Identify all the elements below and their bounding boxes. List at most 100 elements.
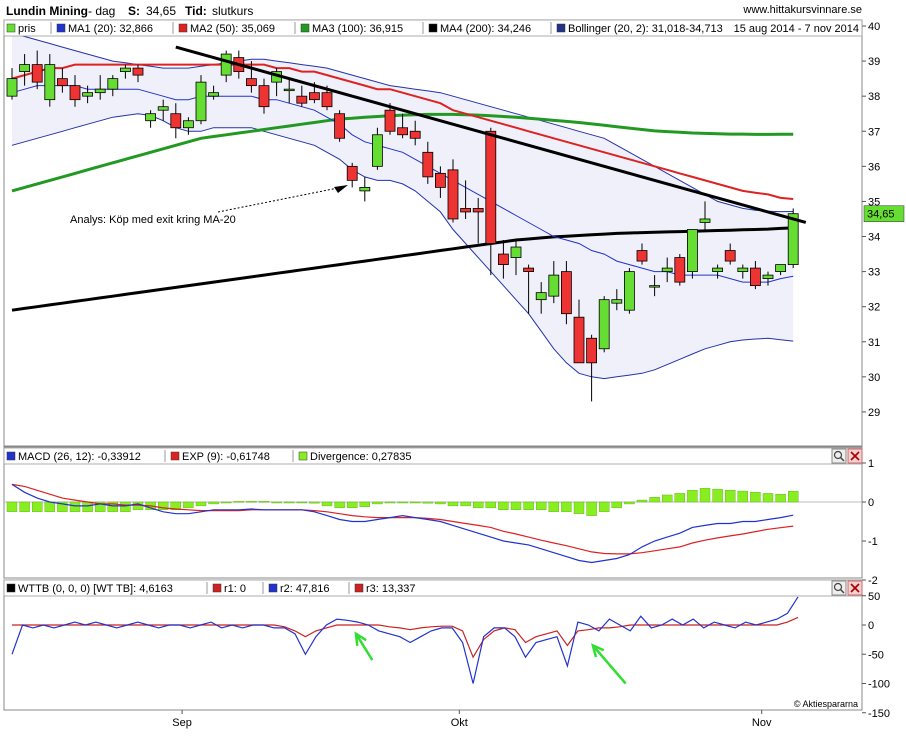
candle-up	[107, 78, 119, 90]
divergence-bar	[120, 501, 131, 512]
divergence-bar	[233, 501, 245, 503]
wttb-zoom-icon-handle	[839, 588, 845, 594]
wttb-y-tick-label: -100	[868, 679, 890, 691]
macd-legend-swatch-exp	[170, 451, 180, 461]
candle-up	[787, 213, 799, 265]
macd-zoom-icon-handle	[839, 456, 845, 462]
divergence-bar	[536, 501, 547, 511]
divergence-bar	[246, 501, 257, 503]
macd-panel-frame	[3, 446, 863, 579]
candle-down	[384, 109, 396, 132]
price-y-tick-label: 30	[868, 372, 880, 384]
candle-down	[334, 113, 346, 139]
macd-y-tick-label: -1	[868, 536, 878, 548]
divergence-bar	[359, 501, 370, 507]
divergence-bar	[309, 501, 320, 504]
divergence-bar	[788, 490, 799, 503]
wttb-legend-r1: r1: 0	[224, 583, 246, 595]
wttb-close-icon	[850, 583, 860, 593]
candle-down	[409, 130, 421, 139]
divergence-bar	[284, 501, 295, 504]
candle-down	[674, 257, 686, 283]
r2-line	[11, 596, 799, 684]
price-y-tick-label: 37	[868, 126, 880, 138]
price-y-tick-label: 39	[868, 56, 880, 68]
macd-y-tick-label: 0	[868, 497, 874, 509]
candle-down	[31, 64, 43, 83]
candle-up	[687, 229, 698, 272]
divergence-bar	[523, 501, 534, 511]
candle-up	[283, 88, 295, 92]
candle-down	[573, 316, 585, 364]
divergence-bar	[422, 501, 433, 504]
divergence-bar	[435, 501, 446, 505]
divergence-bar	[44, 501, 55, 512]
divergence-bar	[750, 492, 761, 503]
price-legend-swatch-ma3	[300, 23, 310, 33]
chart-title: Lundin Mining	[6, 4, 88, 18]
candle-up	[120, 67, 131, 73]
divergence-bar	[687, 490, 698, 503]
candle-up	[44, 64, 56, 101]
wttb-legend-r3: r3: 13,337	[366, 583, 416, 595]
wttb-legend-swatch-r1	[212, 583, 222, 593]
divergence-bar	[611, 501, 622, 509]
wttb-zoom-icon	[833, 582, 843, 592]
wttb-panel-frame	[3, 579, 863, 711]
divergence-bar	[372, 501, 383, 505]
wttb-legend-swatch-r2	[268, 583, 278, 593]
macd-close-icon	[850, 451, 860, 461]
price-y-tick-label: 34	[868, 232, 880, 244]
annotation-arrowhead	[334, 185, 348, 193]
candle-up	[82, 92, 93, 97]
candle-up	[624, 271, 635, 311]
annotation-dotted-line	[217, 187, 339, 213]
price-legend-swatch-ma1	[56, 23, 66, 33]
divergence-bar	[296, 501, 307, 504]
candle-up	[359, 186, 371, 192]
wttb-legend-wttb: WTTB (0, 0, 0) [WT TB]: 4,6163	[18, 583, 173, 595]
divergence-bar	[699, 488, 711, 503]
price-legend-ma3: MA3 (100): 36,915	[312, 23, 403, 35]
divergence-bar	[69, 501, 81, 512]
candle-up	[611, 299, 623, 304]
ma4-line	[11, 226, 794, 312]
candle-up	[371, 134, 383, 167]
wttb-legend-r2: r2: 47,816	[280, 583, 330, 595]
candle-up	[208, 92, 220, 97]
wttb-legend-swatch-wttb	[6, 583, 16, 593]
resistance-trend-line	[175, 45, 807, 224]
x-tick-label: Nov	[752, 717, 772, 729]
candle-down	[586, 337, 597, 364]
divergence-bar	[624, 501, 635, 505]
candle-up	[548, 274, 560, 297]
price-legend-swatch-pris	[6, 23, 16, 33]
divergence-bar	[775, 494, 786, 503]
candle-up	[145, 113, 157, 122]
wttb-y-tick-label: -50	[868, 649, 884, 661]
divergence-bar	[510, 501, 522, 511]
divergence-bar	[157, 501, 169, 511]
last-price-label: S:	[128, 4, 140, 18]
candle-up	[6, 78, 18, 97]
divergence-bar	[586, 501, 597, 516]
site-link[interactable]: www.hittakursvinnare.se	[743, 4, 862, 16]
divergence-bar	[6, 501, 18, 512]
divergence-bar	[674, 493, 685, 503]
divergence-bar	[636, 499, 648, 503]
candle-down	[485, 130, 497, 244]
candle-down	[497, 253, 509, 265]
wttb-legend-swatch-r3	[354, 583, 364, 593]
macd-legend-swatch-div	[298, 451, 308, 461]
header-bar: Lundin Mining - dag S: 34,65 Tid: slutku…	[0, 0, 906, 20]
divergence-bar	[19, 501, 30, 512]
divergence-bar	[485, 501, 496, 509]
divergence-bar	[334, 501, 345, 509]
candle-up	[510, 246, 522, 258]
candle-down	[296, 95, 308, 104]
price-y-tick-label: 35	[868, 196, 880, 208]
divergence-bar	[271, 501, 282, 504]
candle-up	[94, 88, 106, 94]
wttb-y-tick-label: 50	[868, 591, 880, 603]
